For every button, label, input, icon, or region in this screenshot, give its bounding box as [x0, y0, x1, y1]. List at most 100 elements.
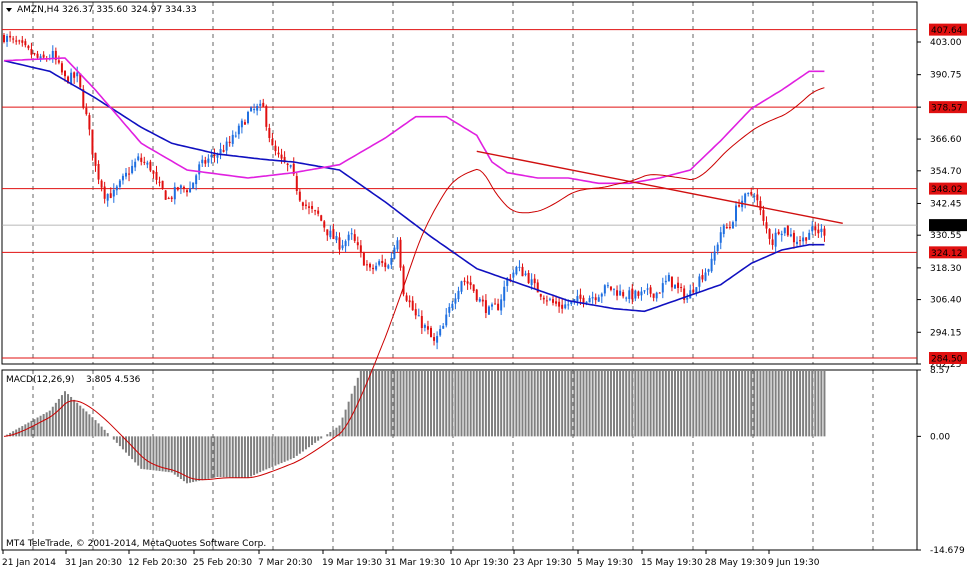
y-tick-label: 390.75 — [930, 71, 962, 81]
candle-body — [552, 299, 554, 303]
candle-body — [783, 227, 786, 234]
macd-y-tick-label: 8.57 — [930, 366, 950, 376]
candle-body — [646, 288, 649, 290]
candle-body — [30, 49, 33, 55]
candle-body — [146, 162, 149, 165]
candle-body — [433, 337, 436, 341]
candle-body — [182, 186, 185, 189]
candle-body — [6, 35, 9, 42]
candle-body — [719, 232, 722, 243]
candle-body — [240, 120, 243, 128]
level-label: 284.50 — [931, 355, 963, 365]
y-tick-label: 294.15 — [930, 328, 962, 338]
candle-body — [701, 275, 704, 280]
candle-body — [103, 186, 106, 199]
candle-body — [292, 163, 295, 175]
candle-body — [375, 265, 378, 270]
candle-body — [698, 276, 701, 287]
candle-body — [728, 226, 731, 228]
candle-body — [134, 161, 137, 168]
candle-body — [51, 50, 54, 59]
candle-body — [591, 297, 594, 299]
candle-body — [250, 107, 253, 112]
candle-body — [18, 40, 21, 42]
candle-body — [545, 300, 548, 302]
candle-body — [731, 222, 734, 229]
candle-body — [478, 298, 481, 302]
candle-body — [817, 229, 820, 234]
candle-body — [280, 154, 283, 159]
candle-body — [390, 257, 393, 265]
candle-body — [27, 45, 30, 49]
candle-body — [515, 266, 518, 275]
candle-body — [356, 242, 359, 246]
current-price-bg — [929, 219, 967, 232]
candle-body — [753, 195, 756, 197]
candle-body — [491, 304, 493, 307]
x-tick-label: 19 Mar 19:30 — [322, 558, 382, 568]
candle-body — [622, 292, 625, 297]
candle-body — [298, 191, 301, 201]
candle-body — [417, 315, 420, 317]
candle-body — [548, 298, 551, 300]
candle-body — [579, 294, 582, 299]
candle-body — [189, 188, 192, 193]
ma-slow-line — [3, 59, 825, 313]
x-tick-label: 7 Mar 20:30 — [258, 558, 313, 568]
candle-body — [744, 193, 747, 203]
candle-body — [475, 289, 478, 301]
symbol-label: AMZN,H4 — [17, 5, 59, 15]
current-price-label: 334.33 — [931, 222, 963, 232]
candle-body — [155, 171, 158, 180]
candle-body — [60, 63, 63, 73]
candle-body — [634, 290, 637, 299]
candle-body — [692, 289, 695, 293]
level-label-bg — [929, 246, 967, 259]
level-label-bg — [929, 23, 967, 36]
candle-body — [683, 288, 686, 300]
candle-body — [802, 237, 805, 242]
x-tick-label: 28 May 19:30 — [705, 558, 767, 568]
candle-body — [64, 70, 66, 77]
candle-body — [210, 154, 213, 158]
x-tick-label: 25 Feb 20:30 — [193, 558, 252, 568]
candle-body — [149, 161, 152, 171]
candle-body — [268, 127, 271, 138]
candle-body — [335, 236, 338, 241]
candle-body — [173, 186, 176, 200]
candle-body — [131, 165, 134, 174]
candle-body — [765, 222, 768, 229]
macd-frame — [1, 369, 918, 551]
candle-body — [140, 157, 143, 162]
candle-body — [54, 50, 57, 60]
candle-body — [402, 266, 405, 295]
candle-body — [228, 141, 231, 143]
candle-body — [304, 204, 307, 206]
candle-body — [585, 301, 588, 304]
level-label-bg — [929, 352, 967, 364]
candle-body — [3, 34, 5, 42]
candle-body — [789, 234, 792, 237]
candle-body — [79, 73, 82, 88]
candle-body — [686, 297, 689, 300]
candle-body — [506, 278, 509, 286]
candle-body — [112, 189, 115, 197]
candle-body — [423, 324, 426, 328]
ma-fast-line — [3, 57, 825, 185]
candle-body — [195, 175, 198, 185]
candle-body — [722, 225, 725, 235]
candle-body — [161, 180, 164, 189]
candle-body — [399, 239, 402, 268]
main-chart-frame — [1, 1, 918, 365]
candle-body — [143, 161, 146, 163]
x-tick-label: 31 Jan 20:30 — [65, 558, 122, 568]
candle-body — [497, 303, 500, 311]
candle-body — [198, 164, 201, 175]
candle-body — [658, 292, 661, 294]
x-tick-label: 23 Apr 19:30 — [513, 558, 572, 568]
candle-body — [353, 234, 356, 241]
candle-body — [576, 296, 579, 302]
candle-body — [186, 190, 188, 193]
candle-body — [436, 336, 439, 343]
